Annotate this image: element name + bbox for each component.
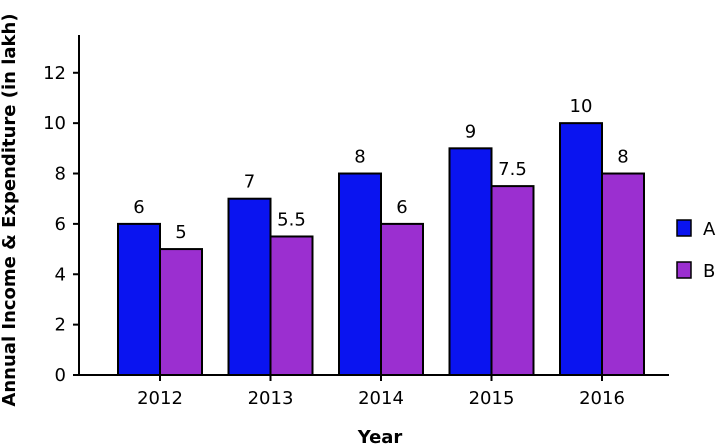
y-tick-label: 12 bbox=[43, 63, 66, 84]
legend-swatch-a bbox=[676, 219, 692, 237]
data-label-b-2014: 6 bbox=[396, 197, 407, 218]
data-label-a-2013: 7 bbox=[244, 172, 255, 193]
bar-b-2015 bbox=[490, 185, 535, 376]
y-axis-ticks: 0 2 4 6 8 10 12 bbox=[43, 63, 79, 386]
data-labels: 6 5 7 5.5 8 6 9 7.5 10 8 bbox=[133, 96, 628, 243]
data-label-b-2013: 5.5 bbox=[277, 209, 306, 230]
x-axis-title: Year bbox=[357, 427, 403, 445]
bar-b-2012 bbox=[159, 248, 203, 377]
bar-b-2014 bbox=[380, 222, 424, 376]
data-label-b-2015: 7.5 bbox=[498, 159, 527, 180]
y-tick-label: 0 bbox=[55, 365, 66, 386]
x-tick-label: 2014 bbox=[358, 388, 404, 409]
x-axis-ticks: 2012 2013 2014 2015 2016 bbox=[137, 375, 625, 409]
data-label-b-2012: 5 bbox=[175, 222, 186, 243]
bar-a-2015 bbox=[448, 147, 493, 376]
bar-a-2014 bbox=[338, 172, 382, 376]
bar-b-2016 bbox=[601, 172, 645, 376]
legend-swatch-b bbox=[676, 261, 692, 279]
bar-a-2012 bbox=[117, 222, 161, 376]
data-label-b-2016: 8 bbox=[617, 147, 628, 168]
y-tick-label: 4 bbox=[55, 264, 66, 285]
y-tick-label: 10 bbox=[43, 113, 66, 134]
bar-a-2013 bbox=[227, 197, 272, 376]
data-label-a-2015: 9 bbox=[465, 121, 476, 142]
data-label-a-2012: 6 bbox=[133, 197, 144, 218]
legend-label-b: B bbox=[703, 261, 715, 282]
legend: AB bbox=[676, 219, 716, 282]
bar-b-2013 bbox=[269, 235, 314, 376]
x-tick-label: 2012 bbox=[137, 388, 183, 409]
bars bbox=[117, 122, 645, 377]
x-tick-label: 2016 bbox=[579, 388, 625, 409]
y-tick-label: 2 bbox=[55, 315, 66, 336]
y-tick-label: 6 bbox=[55, 214, 66, 235]
y-tick-label: 8 bbox=[55, 164, 66, 185]
data-label-a-2014: 8 bbox=[354, 147, 365, 168]
bar-a-2016 bbox=[559, 122, 603, 376]
x-tick-label: 2013 bbox=[248, 388, 294, 409]
legend-label-a: A bbox=[703, 219, 716, 240]
x-tick-label: 2015 bbox=[469, 388, 515, 409]
y-axis-title: Annual Income & Expenditure (in lakh) bbox=[0, 13, 20, 406]
data-label-a-2016: 10 bbox=[570, 96, 593, 117]
